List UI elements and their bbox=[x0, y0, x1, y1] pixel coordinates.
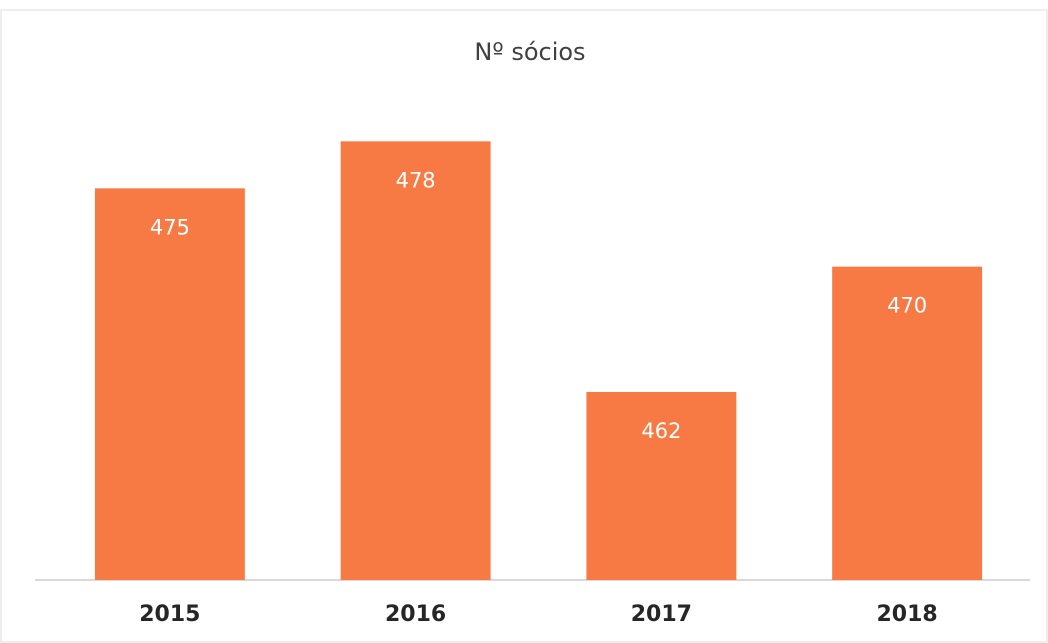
bar bbox=[94, 188, 245, 581]
bar bbox=[832, 266, 983, 580]
value-label: 470 bbox=[887, 294, 927, 318]
value-label: 478 bbox=[396, 168, 436, 192]
x-tick-label: 2015 bbox=[139, 602, 200, 627]
x-tick-label: 2018 bbox=[877, 602, 938, 627]
value-label: 475 bbox=[150, 215, 190, 239]
chart-title: Nº sócios bbox=[474, 38, 585, 66]
bar bbox=[340, 141, 491, 581]
x-tick-label: 2016 bbox=[385, 602, 446, 627]
value-label: 462 bbox=[641, 419, 681, 443]
bar bbox=[586, 392, 737, 580]
x-tick-label: 2017 bbox=[631, 602, 692, 627]
